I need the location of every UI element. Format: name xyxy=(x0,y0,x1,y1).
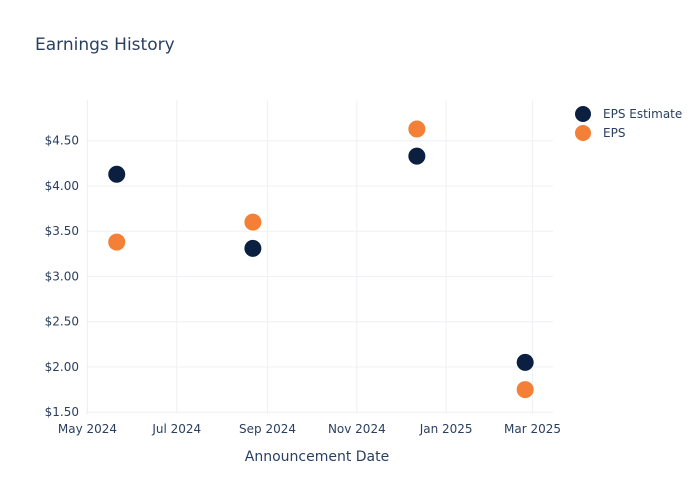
y-tick-label: $4.00 xyxy=(45,179,79,193)
y-tick-label: $3.00 xyxy=(45,269,79,283)
legend-marker-eps xyxy=(575,125,591,141)
eps-point[interactable] xyxy=(243,212,263,232)
eps-point[interactable] xyxy=(407,119,427,139)
y-axis-ticks: $1.50 $2.00 $2.50 $3.00 $3.50 $4.00 $4.50 xyxy=(45,134,79,419)
eps-point[interactable] xyxy=(515,380,535,400)
x-tick-label: May 2024 xyxy=(58,422,117,436)
data-points xyxy=(107,119,535,400)
x-axis-ticks: May 2024 Jul 2024 Sep 2024 Nov 2024 Jan 2025… xyxy=(58,422,561,436)
x-tick-label: Nov 2024 xyxy=(328,422,386,436)
legend-label: EPS Estimate xyxy=(603,107,682,121)
x-axis-title: Announcement Date xyxy=(245,449,389,465)
grid xyxy=(86,100,553,414)
eps-estimate-point[interactable] xyxy=(107,164,127,184)
y-tick-label: $3.50 xyxy=(45,224,79,238)
y-tick-label: $2.00 xyxy=(45,360,79,374)
y-tick-label: $1.50 xyxy=(45,405,79,419)
eps-estimate-point[interactable] xyxy=(515,352,535,372)
x-tick-label: Jul 2024 xyxy=(151,422,201,436)
legend-label: EPS xyxy=(603,126,625,140)
y-tick-label: $4.50 xyxy=(45,134,79,148)
eps-estimate-point[interactable] xyxy=(243,238,263,258)
legend: EPS Estimate EPS xyxy=(575,106,682,141)
x-tick-label: Sep 2024 xyxy=(239,422,296,436)
x-tick-label: Mar 2025 xyxy=(504,422,561,436)
eps-estimate-point[interactable] xyxy=(407,146,427,166)
y-tick-label: $2.50 xyxy=(45,315,79,329)
eps-point[interactable] xyxy=(107,232,127,252)
chart-title: Earnings History xyxy=(35,35,175,55)
legend-marker-eps-estimate xyxy=(575,106,591,122)
x-tick-label: Jan 2025 xyxy=(419,422,473,436)
